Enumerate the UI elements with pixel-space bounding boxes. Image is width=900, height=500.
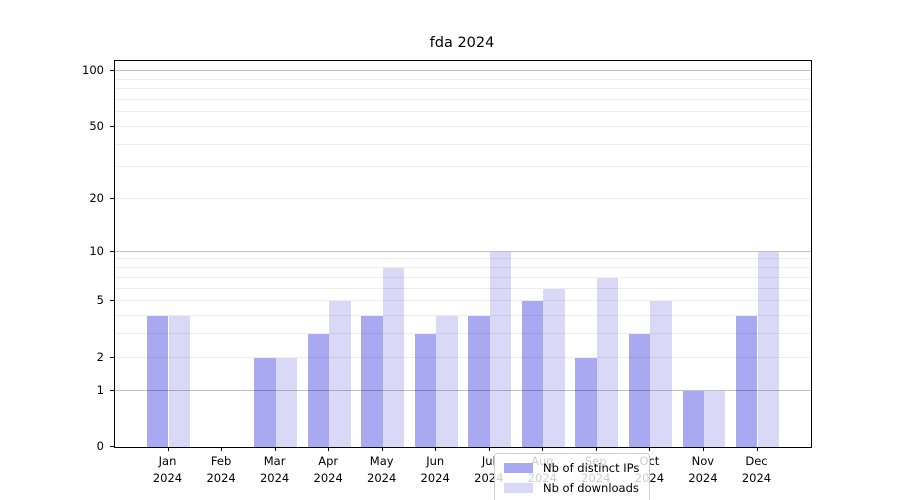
x-tick-label-mar: Mar 2024 xyxy=(243,453,307,487)
x-tick-sublabel-feb: 2024 xyxy=(206,471,236,485)
x-tick-sep xyxy=(595,447,597,451)
gridline-y-40 xyxy=(115,143,811,145)
gridline-y-20 xyxy=(115,198,811,199)
legend-entry-downloads: Nb of downloads xyxy=(504,479,639,497)
x-tick-jul xyxy=(488,447,490,451)
bar-downloads-mar xyxy=(275,357,297,447)
y-tick-label-1: 1 xyxy=(96,382,104,397)
gridline-y-100 xyxy=(115,70,811,71)
bar-downloads-jul xyxy=(489,251,512,447)
x-tick-sublabel-jan: 2024 xyxy=(152,471,183,485)
x-tick-jan xyxy=(167,447,169,451)
bar-downloads-apr xyxy=(329,301,351,447)
y-tick-20 xyxy=(110,198,114,199)
gridline-y-70 xyxy=(115,98,811,100)
bar-downloads-may xyxy=(382,268,405,447)
legend-label-distinct-ips: Nb of distinct IPs xyxy=(543,461,640,475)
bar-ips-jan xyxy=(147,315,169,447)
y-tick-10 xyxy=(110,250,114,252)
x-tick-feb xyxy=(221,447,223,451)
chart-title: fda 2024 xyxy=(429,35,495,51)
x-tick-nov xyxy=(702,447,704,451)
bar-ips-sep xyxy=(575,357,597,447)
legend: Nb of distinct IPs Nb of downloads xyxy=(494,453,651,500)
x-tick-dec xyxy=(756,447,758,451)
x-tick-sublabel-nov: 2024 xyxy=(688,471,718,485)
x-tick-label-dec: Dec 2024 xyxy=(725,453,789,487)
gridline-y-9 xyxy=(115,258,811,260)
x-tick-sublabel-jun: 2024 xyxy=(420,471,450,485)
bar-ips-nov xyxy=(682,390,704,447)
x-tick-jun xyxy=(435,447,437,451)
gridline-y-2 xyxy=(115,356,811,358)
y-tick-label-10: 10 xyxy=(89,243,104,258)
y-tick-label-5: 5 xyxy=(96,293,104,307)
x-tick-sublabel-dec: 2024 xyxy=(741,471,772,485)
y-tick-5 xyxy=(110,300,114,301)
bar-ips-mar xyxy=(254,357,276,447)
x-tick-may xyxy=(381,447,383,451)
gridline-y-60 xyxy=(115,111,811,113)
y-tick-label-20: 20 xyxy=(89,191,104,205)
y-tick-label-50: 50 xyxy=(89,118,104,133)
bar-downloads-jun xyxy=(436,315,458,447)
bar-ips-may xyxy=(361,315,383,447)
gridline-y-1 xyxy=(115,389,811,391)
gridline-y-3 xyxy=(115,333,811,335)
x-tick-label-feb: Feb 2024 xyxy=(189,453,253,487)
y-tick-1 xyxy=(110,389,114,391)
x-tick-label-jan: Jan 2024 xyxy=(136,453,200,487)
x-tick-sublabel-may: 2024 xyxy=(367,471,397,485)
bar-downloads-dec xyxy=(757,251,779,447)
x-tick-label-jun: Jun 2024 xyxy=(403,453,467,487)
plot-area: Nb of distinct IPs Nb of downloads xyxy=(114,60,812,500)
gridline-y-90 xyxy=(115,78,811,80)
gridline-y-50 xyxy=(115,125,811,127)
bar-ips-apr xyxy=(307,334,330,447)
legend-swatch-downloads xyxy=(504,483,533,493)
gridline-y-7 xyxy=(115,276,811,278)
bar-ips-aug xyxy=(521,301,544,447)
gridline-y-10 xyxy=(115,250,811,252)
gridline-y-8 xyxy=(115,267,811,268)
gridline-y-4 xyxy=(115,314,811,316)
bar-downloads-nov xyxy=(703,390,726,447)
bar-ips-jun xyxy=(414,334,437,447)
y-tick-50 xyxy=(110,125,114,127)
x-tick-sublabel-apr: 2024 xyxy=(313,471,343,485)
gridline-y-6 xyxy=(115,287,811,289)
legend-entry-distinct-ips: Nb of distinct IPs xyxy=(504,459,639,477)
bar-downloads-jan xyxy=(168,315,190,447)
x-tick-label-may: May 2024 xyxy=(350,453,414,487)
y-tick-label-100: 100 xyxy=(82,63,104,77)
x-tick-sublabel-mar: 2024 xyxy=(259,471,290,485)
y-tick-label-2: 2 xyxy=(96,349,104,364)
y-tick-0 xyxy=(110,446,114,447)
x-tick-oct xyxy=(649,447,651,451)
gridline-y-30 xyxy=(115,166,811,168)
bar-downloads-sep xyxy=(596,277,619,447)
x-tick-label-nov: Nov 2024 xyxy=(671,453,735,487)
y-tick-2 xyxy=(110,356,114,358)
x-tick-aug xyxy=(542,447,544,451)
gridline-y-5 xyxy=(115,300,811,301)
y-tick-label-0: 0 xyxy=(96,439,104,453)
x-tick-mar xyxy=(274,447,276,451)
gridline-y-80 xyxy=(115,88,811,89)
bar-ips-jul xyxy=(468,315,490,447)
x-tick-label-apr: Apr 2024 xyxy=(296,453,360,487)
bar-ips-oct xyxy=(629,334,651,447)
bar-downloads-oct xyxy=(650,301,672,447)
bar-downloads-aug xyxy=(543,288,565,447)
legend-label-downloads: Nb of downloads xyxy=(543,481,639,495)
y-tick-100 xyxy=(110,70,114,71)
legend-swatch-distinct-ips xyxy=(504,463,533,473)
bar-ips-dec xyxy=(736,315,758,447)
x-tick-apr xyxy=(328,447,330,451)
